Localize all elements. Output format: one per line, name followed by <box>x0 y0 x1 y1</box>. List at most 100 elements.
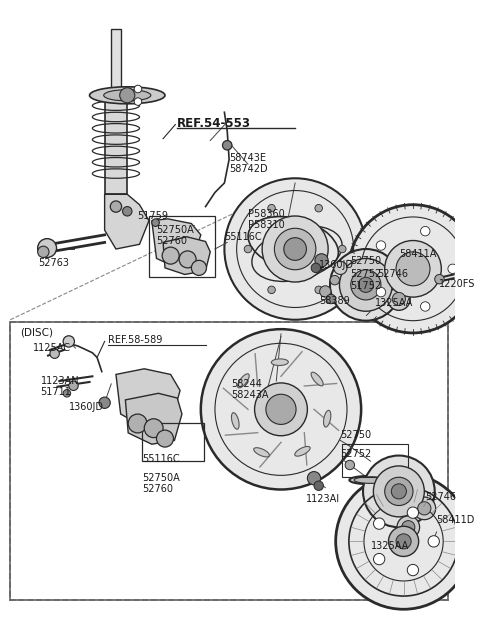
Text: 58742D: 58742D <box>229 164 268 174</box>
Ellipse shape <box>238 374 249 388</box>
Text: 55116C: 55116C <box>143 454 180 464</box>
Text: 1325AA: 1325AA <box>371 541 409 551</box>
Circle shape <box>351 270 381 300</box>
Text: 52746: 52746 <box>425 492 456 502</box>
Ellipse shape <box>349 476 392 485</box>
Circle shape <box>224 179 366 320</box>
Circle shape <box>345 460 355 469</box>
Circle shape <box>384 477 413 505</box>
Bar <box>342 444 408 477</box>
Circle shape <box>420 227 430 236</box>
Circle shape <box>244 245 252 253</box>
Circle shape <box>396 534 411 549</box>
Bar <box>143 423 204 461</box>
Bar <box>11 322 448 600</box>
Circle shape <box>152 219 159 227</box>
Circle shape <box>63 336 74 347</box>
Circle shape <box>110 201 121 212</box>
Circle shape <box>284 238 306 261</box>
Text: 58411D: 58411D <box>437 515 475 524</box>
Text: 58243A: 58243A <box>231 390 268 400</box>
Ellipse shape <box>324 410 331 427</box>
Bar <box>105 91 127 194</box>
Circle shape <box>418 502 431 515</box>
Circle shape <box>314 481 324 490</box>
Text: 1360JD: 1360JD <box>69 401 104 411</box>
Circle shape <box>376 241 386 251</box>
Text: 51752: 51752 <box>350 281 381 291</box>
Text: 58743E: 58743E <box>229 153 266 163</box>
Circle shape <box>397 516 420 538</box>
Circle shape <box>254 383 307 436</box>
Text: P58360: P58360 <box>248 209 285 219</box>
Circle shape <box>339 259 392 311</box>
Circle shape <box>388 526 419 557</box>
Text: 52750A: 52750A <box>143 473 180 483</box>
Bar <box>111 29 120 91</box>
Text: 1220FS: 1220FS <box>438 279 475 289</box>
Circle shape <box>338 245 346 253</box>
Circle shape <box>376 287 386 297</box>
Circle shape <box>311 263 321 273</box>
Circle shape <box>334 261 347 274</box>
Circle shape <box>387 288 410 310</box>
Text: P58310: P58310 <box>248 220 285 230</box>
Polygon shape <box>163 237 210 274</box>
Circle shape <box>37 239 57 257</box>
Circle shape <box>407 564 419 575</box>
Circle shape <box>156 430 173 447</box>
Text: 1325AA: 1325AA <box>375 298 414 308</box>
Circle shape <box>326 294 336 304</box>
Circle shape <box>315 204 323 212</box>
Text: 52746: 52746 <box>377 269 408 280</box>
Text: 52760: 52760 <box>156 235 188 245</box>
Circle shape <box>396 252 430 286</box>
Ellipse shape <box>231 413 239 429</box>
Text: 52750A: 52750A <box>156 225 194 235</box>
Polygon shape <box>152 219 201 268</box>
Ellipse shape <box>254 447 269 457</box>
Text: 1360JD: 1360JD <box>319 260 354 270</box>
Circle shape <box>349 204 477 333</box>
Circle shape <box>99 397 110 408</box>
Text: 55116C: 55116C <box>224 232 262 242</box>
Text: REF.54-553: REF.54-553 <box>177 117 251 130</box>
Bar <box>149 216 215 277</box>
Circle shape <box>201 329 361 490</box>
Circle shape <box>128 414 147 433</box>
Polygon shape <box>116 369 180 428</box>
Circle shape <box>192 261 206 275</box>
Circle shape <box>384 240 441 297</box>
Circle shape <box>391 484 407 499</box>
Text: 52760: 52760 <box>143 485 173 495</box>
Circle shape <box>223 141 232 150</box>
Circle shape <box>50 349 60 358</box>
Circle shape <box>358 277 373 292</box>
Circle shape <box>120 88 135 103</box>
Ellipse shape <box>90 87 165 103</box>
Circle shape <box>448 264 457 273</box>
Ellipse shape <box>354 477 387 483</box>
Text: (DISC): (DISC) <box>20 327 53 337</box>
Circle shape <box>315 286 323 293</box>
Circle shape <box>336 473 471 610</box>
Circle shape <box>144 419 163 438</box>
Text: 51711: 51711 <box>40 387 72 398</box>
Polygon shape <box>105 194 149 249</box>
Circle shape <box>307 471 321 485</box>
Circle shape <box>402 521 415 534</box>
Text: 52750: 52750 <box>340 430 372 440</box>
Text: 52752: 52752 <box>340 449 372 459</box>
Circle shape <box>268 204 276 212</box>
Circle shape <box>275 228 316 270</box>
Ellipse shape <box>104 90 151 101</box>
Circle shape <box>63 389 71 397</box>
Circle shape <box>37 246 49 257</box>
Polygon shape <box>125 393 182 444</box>
Circle shape <box>179 251 196 268</box>
Circle shape <box>122 206 132 216</box>
Ellipse shape <box>295 447 310 456</box>
Bar <box>11 322 448 600</box>
Circle shape <box>262 216 328 282</box>
Text: 51759: 51759 <box>137 211 168 221</box>
